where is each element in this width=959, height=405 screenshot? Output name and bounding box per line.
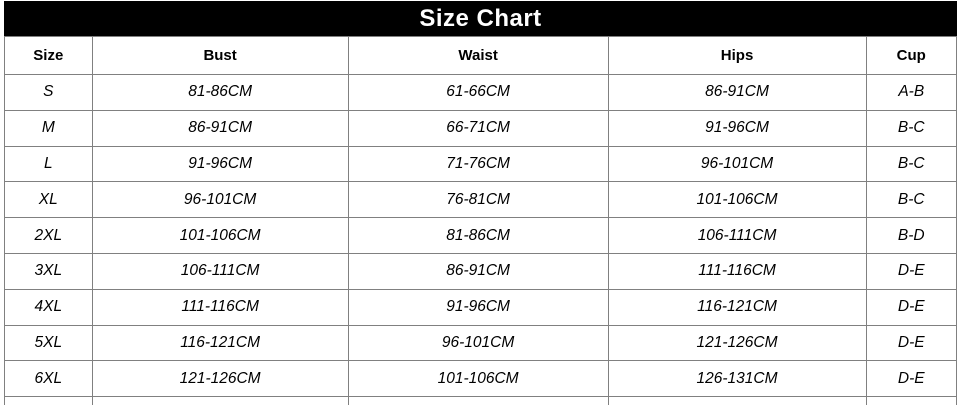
cell-bust: 111-116CM	[91, 288, 349, 326]
cell-bust: 106-111CM	[91, 252, 349, 290]
cell-waist: 86-91CM	[347, 252, 609, 290]
size-chart-table: Size Bust Waist Hips Cup S 81-86CM 61-66CM 86-9…	[4, 36, 958, 405]
cell-waist: 61-66CM	[347, 74, 609, 111]
column-header-waist: Waist	[347, 36, 609, 75]
cell-size: 6XL	[4, 360, 93, 398]
cell-hips: 116-121CM	[607, 288, 867, 326]
cell-size: L	[4, 145, 93, 183]
column-header-hips: Hips	[607, 36, 867, 75]
cell-waist: 71-76CM	[347, 145, 609, 183]
cell-hips: 96-101CM	[607, 145, 867, 183]
cell-waist: 96-101CM	[347, 324, 609, 362]
column-header-bust: Bust	[91, 36, 349, 75]
cell-hips: 106-111CM	[607, 217, 867, 254]
cell-size: 3XL	[4, 252, 93, 290]
cell-empty	[347, 396, 609, 405]
cell-waist: 66-71CM	[347, 109, 609, 147]
cell-empty	[607, 396, 867, 405]
cell-empty	[4, 396, 93, 405]
table-row: 2XL 101-106CM 81-86CM 106-111CM B-D	[4, 217, 958, 254]
chart-title-bar: Size Chart	[4, 1, 957, 36]
cell-waist: 101-106CM	[347, 360, 609, 398]
partial-empty-row	[4, 396, 958, 405]
cell-size: M	[4, 109, 93, 147]
column-header-cup: Cup	[865, 36, 958, 75]
table-row: S 81-86CM 61-66CM 86-91CM A-B	[4, 74, 958, 111]
cell-bust: 116-121CM	[91, 324, 349, 362]
cell-waist: 91-96CM	[347, 288, 609, 326]
cell-hips: 91-96CM	[607, 109, 867, 147]
table-row: 5XL 116-121CM 96-101CM 121-126CM D-E	[4, 324, 958, 362]
cell-cup: B-C	[865, 145, 958, 183]
table-row: 4XL 111-116CM 91-96CM 116-121CM D-E	[4, 288, 958, 326]
table-row: XL 96-101CM 76-81CM 101-106CM B-C	[4, 181, 958, 219]
table-row: 3XL 106-111CM 86-91CM 111-116CM D-E	[4, 252, 958, 290]
cell-bust: 91-96CM	[91, 145, 349, 183]
cell-hips: 111-116CM	[607, 252, 867, 290]
cell-bust: 81-86CM	[91, 74, 349, 111]
cell-cup: D-E	[865, 252, 958, 290]
cell-waist: 76-81CM	[347, 181, 609, 219]
cell-cup: B-C	[865, 181, 958, 219]
cell-empty	[865, 396, 958, 405]
cell-hips: 86-91CM	[607, 74, 867, 111]
table-body: S 81-86CM 61-66CM 86-91CM A-B M 86-91CM 66-71CM…	[4, 74, 958, 405]
cell-size: 5XL	[4, 324, 93, 362]
table-row: L 91-96CM 71-76CM 96-101CM B-C	[4, 145, 958, 183]
cell-empty	[91, 396, 349, 405]
cell-size: XL	[4, 181, 93, 219]
cell-cup: D-E	[865, 324, 958, 362]
cell-bust: 96-101CM	[91, 181, 349, 219]
cell-hips: 121-126CM	[607, 324, 867, 362]
cell-size: S	[4, 74, 93, 111]
cell-cup: D-E	[865, 360, 958, 398]
column-header-size: Size	[4, 36, 93, 75]
cell-bust: 121-126CM	[91, 360, 349, 398]
cell-bust: 86-91CM	[91, 109, 349, 147]
cell-size: 4XL	[4, 288, 93, 326]
cell-cup: B-D	[865, 217, 958, 254]
cell-hips: 101-106CM	[607, 181, 867, 219]
cell-cup: B-C	[865, 109, 958, 147]
table-row: 6XL 121-126CM 101-106CM 126-131CM D-E	[4, 360, 958, 398]
cell-hips: 126-131CM	[607, 360, 867, 398]
chart-title: Size Chart	[419, 4, 542, 32]
cell-size: 2XL	[4, 217, 93, 254]
cell-bust: 101-106CM	[91, 217, 349, 254]
table-row: M 86-91CM 66-71CM 91-96CM B-C	[4, 109, 958, 147]
size-chart-sheet: Size Chart Size Bust Waist Hips Cup S 81-86CM…	[4, 1, 958, 405]
header-row: Size Bust Waist Hips Cup	[4, 36, 958, 75]
cell-cup: D-E	[865, 288, 958, 326]
cell-waist: 81-86CM	[347, 217, 609, 254]
cell-cup: A-B	[865, 74, 958, 111]
